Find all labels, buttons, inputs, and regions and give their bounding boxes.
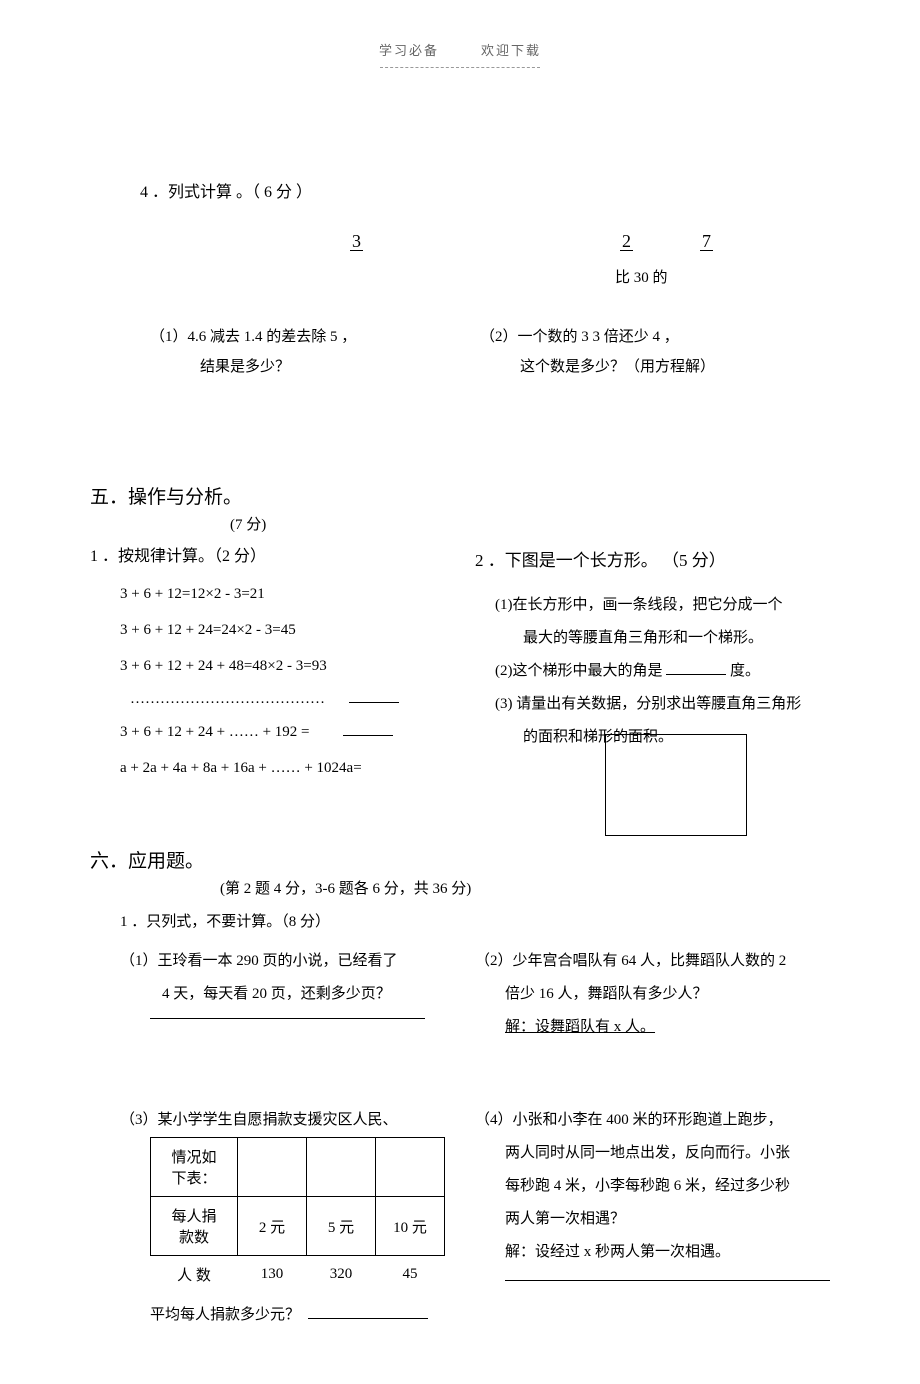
sec4-q2: （2）一个数的 3 3 倍还少 4 ， 这个数是多少？（用方程解） <box>480 322 830 382</box>
sec6-sub1: 1 ．只列式，不要计算。（8 分） <box>120 906 830 939</box>
blank-degree <box>666 674 726 675</box>
header-underline <box>380 67 540 68</box>
q2-line1: （2）一个数的 3 3 倍还少 4 ， <box>480 322 830 352</box>
avg-question: 平均每人捐款多少元？ <box>150 1303 445 1324</box>
cell-h4: 10 元 <box>376 1197 445 1256</box>
bi30-text: 比 30 的 <box>615 266 668 287</box>
sec6-row2: （3）某小学学生自愿捐款支援灾区人民、 情况如下表： 每人捐款数 2 元 5 元… <box>90 1104 830 1324</box>
cell-empty <box>238 1138 307 1197</box>
cell-h2: 2 元 <box>238 1197 307 1256</box>
sec5-body: 1 ．按规律计算。（2 分） 3 + 6 + 12=12×2 - 3=21 3 … <box>90 542 830 836</box>
calc-line-5: a + 2a + 4a + 8a + 16a + …… + 1024a= <box>120 750 445 786</box>
r2: (2)这个梯形中最大的角是 度。 <box>495 655 830 688</box>
cell-empty <box>307 1138 376 1197</box>
cell-r2c4: 45 <box>376 1256 445 1294</box>
page-header: 学习必备 欢迎下载 <box>90 40 830 59</box>
q4-l4: 两人第一次相遇？ <box>505 1203 830 1236</box>
q4-l1: （4）小张和小李在 400 米的环形跑道上跑步， <box>475 1104 830 1137</box>
calc-line-1: 3 + 6 + 12=12×2 - 3=21 <box>120 576 445 612</box>
cell-empty <box>376 1138 445 1197</box>
q4-l2: 两人同时从同一地点出发，反向而行。小张 <box>505 1137 830 1170</box>
q3-l1: （3）某小学学生自愿捐款支援灾区人民、 <box>120 1104 445 1137</box>
cell-r2c1: 人 数 <box>151 1256 238 1294</box>
q4-answer-line <box>505 1279 830 1281</box>
sec4-questions: （1）4.6 减去 1.4 的差去除 5 ， 结果是多少？ （2）一个数的 3 … <box>90 322 830 382</box>
cell-situation: 情况如下表： <box>151 1138 238 1197</box>
q2-ans: 解：设舞蹈队有 x 人。 <box>505 1011 830 1044</box>
sec5-points: (7 分) <box>230 513 830 534</box>
calc-line-4: 3 + 6 + 12 + 24 + …… + 192 = <box>120 714 445 750</box>
sec5-title: 五．操作与分析。 <box>90 482 830 509</box>
q2-line2: 这个数是多少？（用方程解） <box>520 352 830 382</box>
table-row: 人 数 130 320 45 <box>151 1256 445 1294</box>
q1-answer-line <box>150 1017 425 1019</box>
sec5-right: 2 ．下图是一个长方形。 （5 分） (1)在长方形中，画一条线段，把它分成一个… <box>475 542 830 836</box>
sec4-title: 4 ．列式计算 。（ 6 分 ） <box>140 178 830 202</box>
sec5-right-title: 2 ．下图是一个长方形。 （5 分） <box>475 542 830 579</box>
avg-blank <box>308 1318 428 1319</box>
donation-table: 情况如下表： 每人捐款数 2 元 5 元 10 元 人 数 130 320 45 <box>150 1137 445 1293</box>
q2-l1: （2）少年宫合唱队有 64 人，比舞蹈队人数的 2 <box>475 945 830 978</box>
dots-line: ………………………………… <box>130 684 445 714</box>
table-row: 情况如下表： <box>151 1138 445 1197</box>
sec6-q2: （2）少年宫合唱队有 64 人，比舞蹈队人数的 2 倍少 16 人，舞蹈队有多少… <box>475 945 830 1044</box>
header-left: 学习必备 <box>379 43 439 58</box>
blank-1 <box>349 702 399 703</box>
r1b: 最大的等腰直角三角形和一个梯形。 <box>523 622 830 655</box>
table-row: 每人捐款数 2 元 5 元 10 元 <box>151 1197 445 1256</box>
frac-2: 2 <box>620 232 633 251</box>
blank-2 <box>343 735 393 736</box>
calc-line-3: 3 + 6 + 12 + 24 + 48=48×2 - 3=93 <box>120 648 445 684</box>
q4-ans: 解：设经过 x 秒两人第一次相遇。 <box>505 1236 830 1269</box>
q1-line1: （1）4.6 减去 1.4 的差去除 5 ， <box>150 322 440 352</box>
sec5-left-title: 1 ．按规律计算。（2 分） <box>90 542 445 566</box>
cell-r2c2: 130 <box>238 1256 307 1294</box>
q1-l2: 4 天，每天看 20 页，还剩多少页？ <box>162 978 445 1011</box>
sec6-points: (第 2 题 4 分，3-6 题各 6 分，共 36 分) <box>220 877 830 898</box>
sec6-row1: （1）王玲看一本 290 页的小说，已经看了 4 天，每天看 20 页，还剩多少… <box>90 945 830 1044</box>
sec6-q1: （1）王玲看一本 290 页的小说，已经看了 4 天，每天看 20 页，还剩多少… <box>90 945 445 1019</box>
sec4-q1: （1）4.6 减去 1.4 的差去除 5 ， 结果是多少？ <box>90 322 440 382</box>
cell-h3: 5 元 <box>307 1197 376 1256</box>
sec5-left: 1 ．按规律计算。（2 分） 3 + 6 + 12=12×2 - 3=21 3 … <box>90 542 445 786</box>
r3: (3) 请量出有关数据，分别求出等腰直角三角形 <box>495 688 830 721</box>
q2-l2: 倍少 16 人，舞蹈队有多少人？ <box>505 978 830 1011</box>
header-right: 欢迎下载 <box>481 43 541 58</box>
q4-l3: 每秒跑 4 米，小李每秒跑 6 米，经过多少秒 <box>505 1170 830 1203</box>
q1-line2: 结果是多少？ <box>200 352 440 382</box>
calc-line-2: 3 + 6 + 12 + 24=24×2 - 3=45 <box>120 612 445 648</box>
r1: (1)在长方形中，画一条线段，把它分成一个 <box>495 589 830 622</box>
frac-3: 7 <box>700 232 713 251</box>
q1-l1: （1）王玲看一本 290 页的小说，已经看了 <box>120 945 445 978</box>
frac-1: 3 <box>350 232 363 251</box>
sec6-title: 六．应用题。 <box>90 846 830 873</box>
cell-r2c3: 320 <box>307 1256 376 1294</box>
sec6-q3: （3）某小学学生自愿捐款支援灾区人民、 情况如下表： 每人捐款数 2 元 5 元… <box>90 1104 445 1324</box>
fraction-row: 3 2 7 比 30 的 <box>90 232 830 292</box>
sec6-q4: （4）小张和小李在 400 米的环形跑道上跑步， 两人同时从同一地点出发，反向而… <box>475 1104 830 1281</box>
cell-h1: 每人捐款数 <box>151 1197 238 1256</box>
page: 学习必备 欢迎下载 4 ．列式计算 。（ 6 分 ） 3 2 7 比 30 的 … <box>0 0 920 1384</box>
